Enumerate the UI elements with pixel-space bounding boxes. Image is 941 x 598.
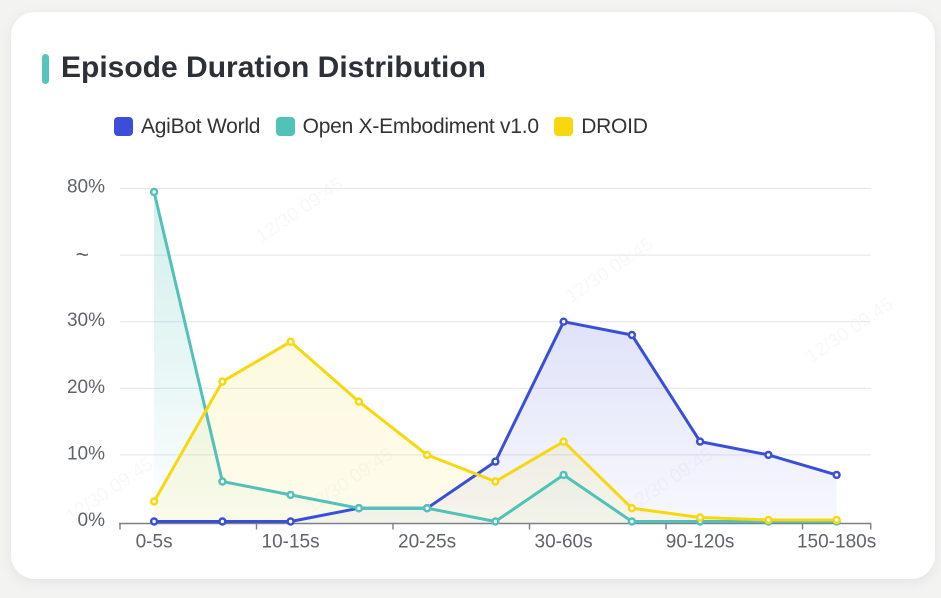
svg-text:0%: 0% bbox=[78, 510, 106, 531]
svg-text:0-5s: 0-5s bbox=[136, 532, 173, 553]
svg-text:30%: 30% bbox=[67, 310, 105, 331]
svg-text:150-180s: 150-180s bbox=[797, 532, 876, 553]
svg-text:10-15s: 10-15s bbox=[262, 532, 320, 553]
svg-text:20%: 20% bbox=[67, 377, 105, 398]
svg-text:20-25s: 20-25s bbox=[398, 532, 456, 553]
svg-text:30-60s: 30-60s bbox=[535, 532, 593, 553]
svg-text:90-120s: 90-120s bbox=[666, 532, 735, 553]
svg-text:10%: 10% bbox=[67, 443, 105, 464]
svg-text:80%: 80% bbox=[67, 177, 105, 198]
svg-text:~: ~ bbox=[76, 242, 89, 268]
